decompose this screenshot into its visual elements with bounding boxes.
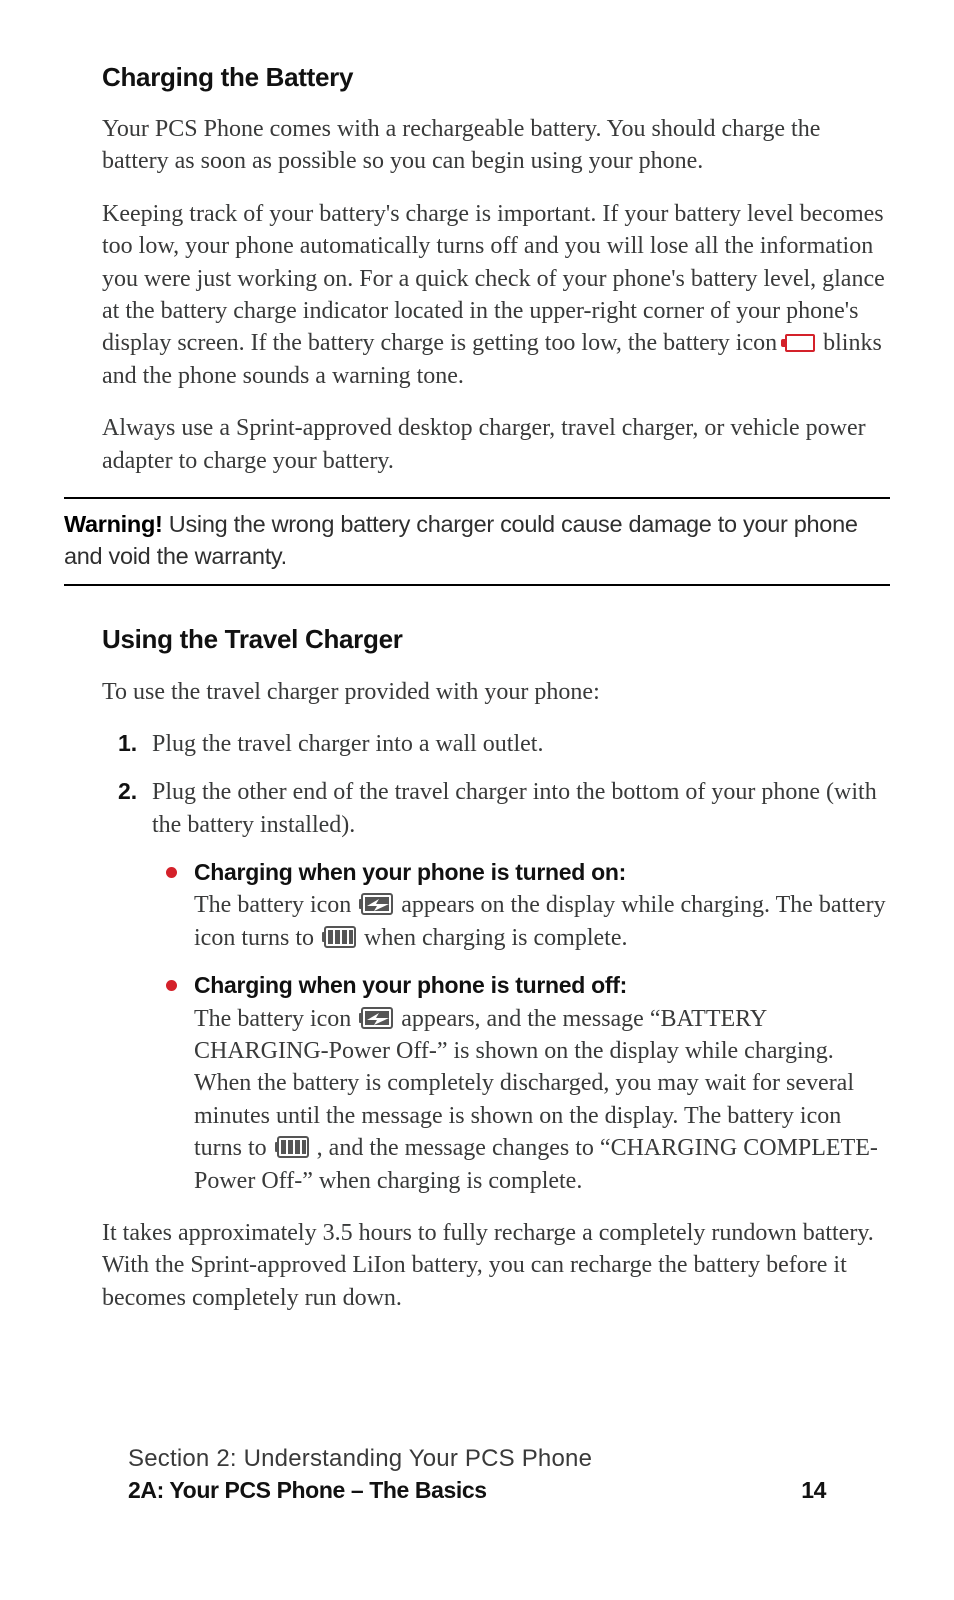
text: The battery icon <box>194 1006 357 1032</box>
paragraph: To use the travel charger provided with … <box>64 676 890 708</box>
bullet-title: Charging when your phone is turned on: <box>194 859 626 885</box>
battery-charging-icon <box>359 1006 393 1028</box>
text: Keeping track of your battery's charge i… <box>102 201 885 357</box>
text: The battery icon appears, and the messag… <box>194 1006 878 1194</box>
bullet-title: Charging when your phone is turned off: <box>194 972 627 998</box>
footer-subsection-label: 2A: Your PCS Phone – The Basics <box>128 1475 487 1506</box>
warning-text: Using the wrong battery charger could ca… <box>64 511 858 569</box>
paragraph: Keeping track of your battery's charge i… <box>64 198 890 392</box>
heading-charging-battery: Charging the Battery <box>64 60 890 95</box>
battery-low-icon <box>785 334 815 352</box>
warning-label: Warning! <box>64 511 163 537</box>
page-number: 14 <box>801 1475 826 1506</box>
text: Plug the travel charger into a wall outl… <box>152 731 543 757</box>
list-item: Plug the travel charger into a wall outl… <box>152 728 890 760</box>
paragraph: Always use a Sprint-approved desktop cha… <box>64 412 890 477</box>
text: The battery icon <box>194 892 357 918</box>
battery-charging-icon <box>359 892 393 914</box>
paragraph: Your PCS Phone comes with a rechargeable… <box>64 113 890 178</box>
text: The battery icon appears on the display … <box>194 892 886 950</box>
battery-full-icon <box>322 925 356 947</box>
heading-travel-charger: Using the Travel Charger <box>64 622 890 657</box>
paragraph: It takes approximately 3.5 hours to full… <box>64 1217 890 1314</box>
page-footer: Section 2: Understanding Your PCS Phone … <box>128 1443 826 1506</box>
battery-full-icon <box>275 1135 309 1157</box>
numbered-list: Plug the travel charger into a wall outl… <box>64 728 890 1197</box>
bullet-list: Charging when your phone is turned on: T… <box>152 857 890 1197</box>
list-item: Plug the other end of the travel charger… <box>152 776 890 1197</box>
page: Charging the Battery Your PCS Phone come… <box>64 60 890 1550</box>
text: Plug the other end of the travel charger… <box>152 779 877 837</box>
list-item: Charging when your phone is turned off: … <box>194 970 890 1197</box>
warning-callout: Warning! Using the wrong battery charger… <box>64 497 890 586</box>
footer-section-label: Section 2: Understanding Your PCS Phone <box>128 1443 826 1475</box>
list-item: Charging when your phone is turned on: T… <box>194 857 890 954</box>
text: when charging is complete. <box>364 925 627 951</box>
